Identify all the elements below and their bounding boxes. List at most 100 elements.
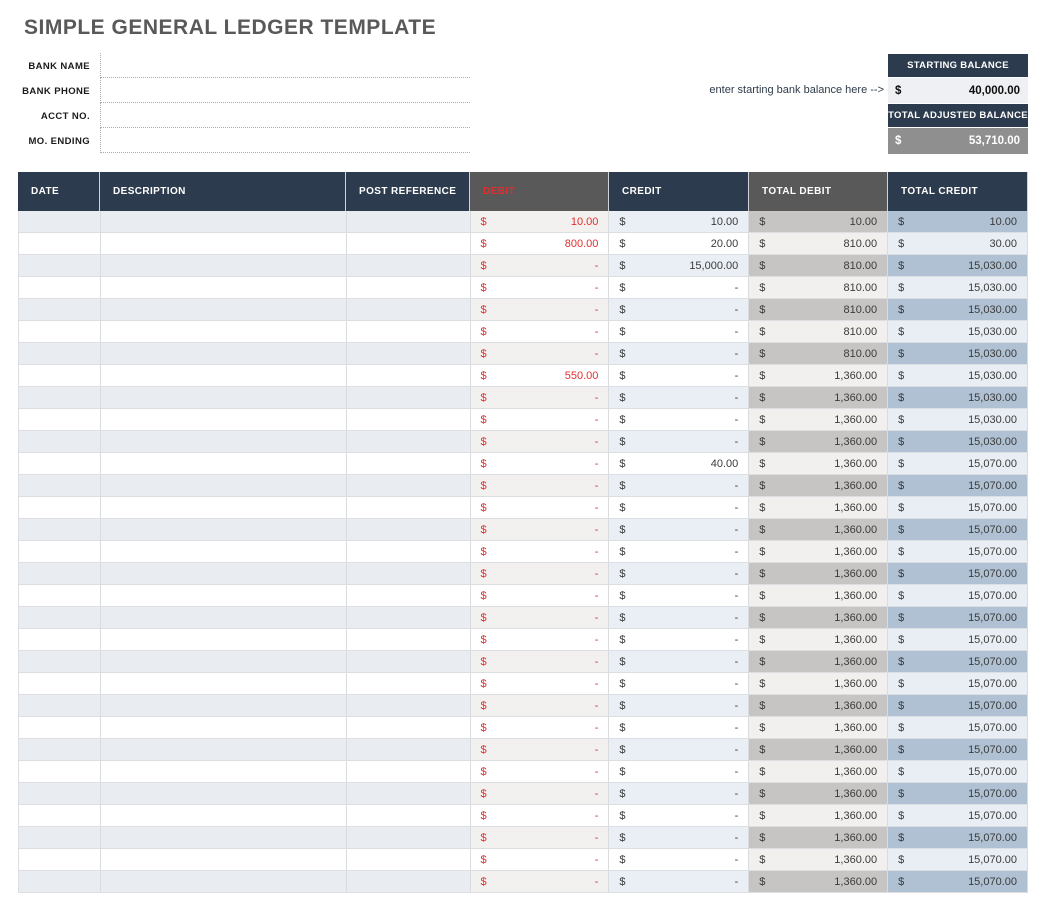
cell-debit[interactable]: $ -: [470, 849, 610, 871]
cell-description[interactable]: [100, 585, 347, 607]
cell-total-credit[interactable]: $ 15,070.00: [888, 651, 1028, 673]
cell-debit[interactable]: $ -: [470, 607, 610, 629]
cell-total-credit[interactable]: $ 15,030.00: [888, 409, 1028, 431]
cell-credit[interactable]: $ 10.00: [609, 211, 750, 233]
cell-total-credit[interactable]: $ 15,070.00: [888, 849, 1028, 871]
cell-description[interactable]: [100, 563, 347, 585]
cell-post-reference[interactable]: [346, 233, 471, 255]
cell-credit[interactable]: $ 40.00: [609, 453, 750, 475]
cell-credit[interactable]: $ -: [609, 563, 750, 585]
cell-post-reference[interactable]: [346, 717, 471, 739]
cell-post-reference[interactable]: [346, 805, 471, 827]
cell-debit[interactable]: $ -: [470, 563, 610, 585]
cell-total-credit[interactable]: $ 15,070.00: [888, 827, 1028, 849]
cell-total-debit[interactable]: $ 1,360.00: [749, 541, 889, 563]
cell-description[interactable]: [100, 761, 347, 783]
cell-credit[interactable]: $ -: [609, 409, 750, 431]
cell-description[interactable]: [100, 673, 347, 695]
cell-post-reference[interactable]: [346, 541, 471, 563]
cell-description[interactable]: [100, 475, 347, 497]
cell-credit[interactable]: $ -: [609, 783, 750, 805]
cell-total-debit[interactable]: $ 1,360.00: [749, 827, 889, 849]
cell-description[interactable]: [100, 387, 347, 409]
cell-post-reference[interactable]: [346, 563, 471, 585]
cell-credit[interactable]: $ -: [609, 365, 750, 387]
cell-post-reference[interactable]: [346, 497, 471, 519]
cell-date[interactable]: [19, 849, 101, 871]
cell-post-reference[interactable]: [346, 519, 471, 541]
cell-debit[interactable]: $ -: [470, 871, 610, 893]
cell-debit[interactable]: $ -: [470, 387, 610, 409]
cell-date[interactable]: [19, 673, 101, 695]
cell-date[interactable]: [19, 651, 101, 673]
cell-description[interactable]: [100, 409, 347, 431]
cell-date[interactable]: [19, 299, 101, 321]
starting-balance-cell[interactable]: $ 40,000.00: [888, 78, 1028, 103]
cell-total-debit[interactable]: $ 1,360.00: [749, 475, 889, 497]
cell-total-credit[interactable]: $ 15,070.00: [888, 497, 1028, 519]
cell-debit[interactable]: $ -: [470, 519, 610, 541]
cell-debit[interactable]: $ -: [470, 673, 610, 695]
cell-post-reference[interactable]: [346, 695, 471, 717]
cell-total-credit[interactable]: $ 15,030.00: [888, 387, 1028, 409]
cell-debit[interactable]: $ -: [470, 695, 610, 717]
cell-total-credit[interactable]: $ 15,030.00: [888, 431, 1028, 453]
cell-credit[interactable]: $ -: [609, 849, 750, 871]
cell-debit[interactable]: $ -: [470, 255, 610, 277]
cell-total-credit[interactable]: $ 15,070.00: [888, 783, 1028, 805]
cell-total-credit[interactable]: $ 15,070.00: [888, 585, 1028, 607]
cell-post-reference[interactable]: [346, 739, 471, 761]
cell-total-credit[interactable]: $ 15,030.00: [888, 299, 1028, 321]
cell-total-debit[interactable]: $ 1,360.00: [749, 453, 889, 475]
cell-credit[interactable]: $ -: [609, 717, 750, 739]
cell-post-reference[interactable]: [346, 211, 471, 233]
cell-post-reference[interactable]: [346, 849, 471, 871]
cell-credit[interactable]: $ -: [609, 673, 750, 695]
cell-post-reference[interactable]: [346, 651, 471, 673]
cell-debit[interactable]: $ 550.00: [470, 365, 610, 387]
cell-total-debit[interactable]: $ 810.00: [749, 299, 889, 321]
cell-post-reference[interactable]: [346, 871, 471, 893]
cell-description[interactable]: [100, 783, 347, 805]
cell-credit[interactable]: $ -: [609, 343, 750, 365]
cell-credit[interactable]: $ -: [609, 475, 750, 497]
cell-date[interactable]: [19, 541, 101, 563]
cell-total-debit[interactable]: $ 1,360.00: [749, 519, 889, 541]
cell-description[interactable]: [100, 453, 347, 475]
cell-credit[interactable]: $ -: [609, 739, 750, 761]
cell-debit[interactable]: $ -: [470, 651, 610, 673]
cell-post-reference[interactable]: [346, 321, 471, 343]
cell-post-reference[interactable]: [346, 475, 471, 497]
cell-post-reference[interactable]: [346, 299, 471, 321]
cell-date[interactable]: [19, 717, 101, 739]
cell-date[interactable]: [19, 255, 101, 277]
cell-total-debit[interactable]: $ 1,360.00: [749, 409, 889, 431]
cell-credit[interactable]: $ -: [609, 629, 750, 651]
cell-total-debit[interactable]: $ 1,360.00: [749, 717, 889, 739]
cell-post-reference[interactable]: [346, 409, 471, 431]
cell-total-credit[interactable]: $ 15,070.00: [888, 563, 1028, 585]
cell-total-debit[interactable]: $ 1,360.00: [749, 849, 889, 871]
cell-total-debit[interactable]: $ 1,360.00: [749, 497, 889, 519]
cell-debit[interactable]: $ -: [470, 343, 610, 365]
cell-credit[interactable]: $ -: [609, 805, 750, 827]
cell-debit[interactable]: $ -: [470, 805, 610, 827]
cell-description[interactable]: [100, 871, 347, 893]
cell-total-credit[interactable]: $ 15,070.00: [888, 871, 1028, 893]
cell-total-credit[interactable]: $ 15,030.00: [888, 255, 1028, 277]
cell-description[interactable]: [100, 607, 347, 629]
cell-date[interactable]: [19, 783, 101, 805]
cell-description[interactable]: [100, 255, 347, 277]
cell-date[interactable]: [19, 387, 101, 409]
cell-date[interactable]: [19, 409, 101, 431]
cell-total-debit[interactable]: $ 10.00: [749, 211, 889, 233]
cell-total-debit[interactable]: $ 1,360.00: [749, 629, 889, 651]
cell-credit[interactable]: $ -: [609, 431, 750, 453]
cell-post-reference[interactable]: [346, 453, 471, 475]
cell-total-credit[interactable]: $ 15,070.00: [888, 607, 1028, 629]
cell-total-credit[interactable]: $ 15,070.00: [888, 541, 1028, 563]
cell-credit[interactable]: $ -: [609, 827, 750, 849]
cell-total-credit[interactable]: $ 30.00: [888, 233, 1028, 255]
cell-debit[interactable]: $ -: [470, 497, 610, 519]
cell-post-reference[interactable]: [346, 365, 471, 387]
